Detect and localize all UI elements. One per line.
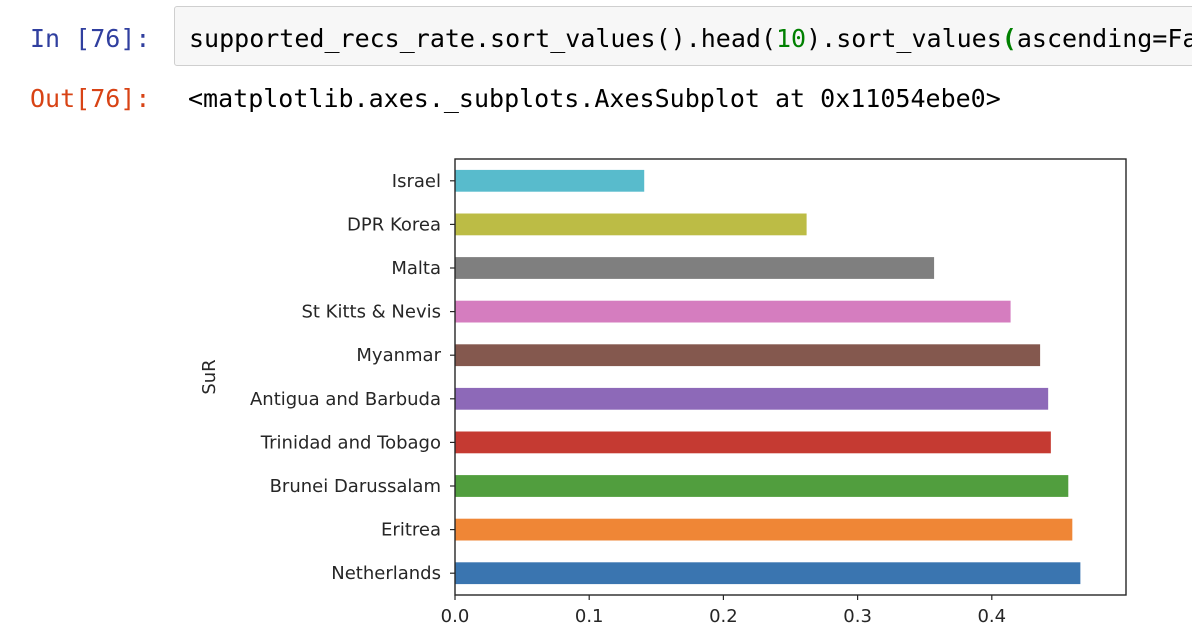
notebook-input-cell: In [76]: supported_recs_rate.sort_values…: [0, 0, 1192, 80]
code-line[interactable]: supported_recs_rate.sort_values().head(1…: [189, 24, 1192, 54]
output-text: <matplotlib.axes._subplots.AxesSubplot a…: [188, 84, 1001, 113]
bar-israel: [455, 169, 645, 192]
x-tick-label: 0.3: [843, 606, 872, 627]
y-axis-label: SuR: [199, 359, 220, 394]
bar-dpr-korea: [455, 213, 807, 236]
bar-trinidad-and-tobago: [455, 431, 1051, 454]
y-tick-label: Malta: [391, 258, 441, 279]
bar-netherlands: [455, 562, 1081, 585]
code-editor[interactable]: supported_recs_rate.sort_values().head(1…: [174, 6, 1192, 66]
code-segment: supported_recs_rate.sort_values().head(: [189, 24, 776, 53]
bar-myanmar: [455, 344, 1041, 367]
code-segment: ).sort_values: [806, 24, 1002, 53]
x-tick-label: 0.4: [977, 606, 1006, 627]
bar-antigua-and-barbuda: [455, 387, 1049, 410]
bar-malta: [455, 257, 935, 279]
x-tick-label: 0.0: [441, 606, 470, 627]
y-tick-label: Brunei Darussalam: [270, 476, 441, 497]
bar-brunei-darussalam: [455, 475, 1069, 497]
y-tick-label: St Kitts & Nevis: [301, 302, 441, 323]
y-tick-label: DPR Korea: [347, 214, 441, 235]
x-tick-label: 0.2: [709, 606, 738, 627]
y-tick-label: Antigua and Barbuda: [250, 389, 441, 410]
plot-frame: [454, 158, 1127, 596]
code-number: 10: [776, 24, 807, 53]
bar-st-kitts-nevis: [455, 300, 1011, 323]
y-tick-label: Israel: [392, 171, 441, 192]
y-tick-label: Myanmar: [356, 345, 441, 366]
code-paren: (: [1001, 24, 1017, 53]
y-tick-label: Trinidad and Tobago: [260, 432, 441, 453]
input-prompt: In [76]:: [30, 24, 151, 53]
code-segment: ascending=False).plot.barh(): [1016, 24, 1192, 53]
y-tick-label: Eritrea: [381, 520, 441, 541]
y-tick-label: Netherlands: [331, 563, 441, 584]
chart-axes: Netherlands Eritrea Brunei Darussalam Trini…: [199, 158, 1127, 627]
output-prompt: Out[76]:: [30, 84, 151, 113]
bar-eritrea: [455, 518, 1073, 541]
x-tick-label: 0.1: [575, 606, 604, 627]
